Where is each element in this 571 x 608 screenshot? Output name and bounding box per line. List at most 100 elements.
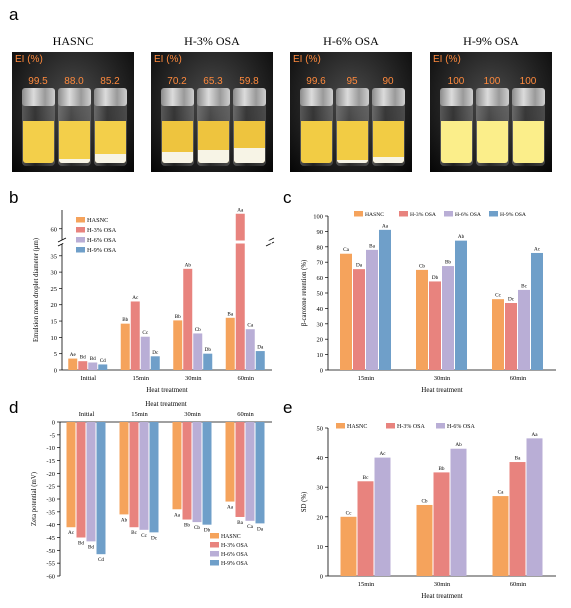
bar xyxy=(98,364,108,370)
x-tick-label: 60min xyxy=(510,375,527,382)
bar-label: Cb xyxy=(419,263,425,269)
bar-label: Ac xyxy=(379,451,386,457)
bar-label: Cb xyxy=(421,498,427,504)
emulsion-photo: EI (%) 70.2 65.3 59.8 xyxy=(151,52,273,172)
ei-value: 99.5 xyxy=(28,76,48,87)
legend-swatch xyxy=(399,211,408,217)
bar-label: Cb xyxy=(194,525,200,531)
vial xyxy=(58,88,91,166)
bar-label: Bb xyxy=(175,314,181,320)
y-axis-label: SD (%) xyxy=(301,492,308,513)
y-tick-label: 15 xyxy=(51,319,58,326)
bar xyxy=(150,356,160,370)
x-tick-label: 15min xyxy=(132,375,149,382)
bar xyxy=(96,422,106,555)
x-tick-label: 30min xyxy=(434,581,451,588)
y-tick-label: 10 xyxy=(51,335,58,342)
bar xyxy=(366,249,378,370)
x-tick-label: 30min xyxy=(434,375,451,382)
y-tick-label: -25 xyxy=(46,484,55,491)
x-tick-label: Initial xyxy=(80,375,96,382)
bar-label: Da xyxy=(356,263,363,269)
bar-label: Cc xyxy=(346,510,352,516)
bar xyxy=(203,353,213,370)
sample-title: H-6% OSA xyxy=(323,34,379,48)
bar xyxy=(416,504,433,576)
bar-label: Ab xyxy=(121,517,128,523)
bar xyxy=(416,269,428,370)
ei-label: EI (%) xyxy=(433,54,461,65)
y-tick-label: 35 xyxy=(51,253,58,260)
y-tick-label: -15 xyxy=(46,458,55,465)
x-tick-label: 60min xyxy=(237,375,254,382)
legend-label: H-9% OSA xyxy=(500,212,526,218)
bar xyxy=(193,333,203,370)
vial xyxy=(512,88,545,166)
bar-label: Cc xyxy=(495,293,501,299)
bar xyxy=(78,361,88,370)
bar xyxy=(86,422,96,542)
bar-label: Db xyxy=(204,528,211,534)
ei-value: 65.3 xyxy=(203,76,223,87)
bar xyxy=(149,422,159,533)
x-tick-label: 15min xyxy=(358,581,375,588)
x-tick-label: 60min xyxy=(237,411,254,418)
legend-swatch xyxy=(489,211,498,217)
bar xyxy=(442,266,454,370)
bar-label: Ca xyxy=(247,323,253,329)
bar xyxy=(119,422,129,515)
legend-swatch xyxy=(210,551,219,557)
vial xyxy=(22,88,55,166)
x-tick-label: Initial xyxy=(79,411,95,418)
vial xyxy=(233,88,266,166)
bar-label: Aa xyxy=(237,207,244,213)
y-tick-label: 70 xyxy=(317,260,324,267)
y-tick-label: -20 xyxy=(46,471,55,478)
sample-title: H-3% OSA xyxy=(184,34,240,48)
y-tick-label: 0 xyxy=(54,368,57,375)
y-tick-label: 0 xyxy=(320,368,323,375)
y-tick-label: 50 xyxy=(317,426,324,433)
legend-swatch xyxy=(76,217,85,223)
bar xyxy=(68,358,78,370)
bar xyxy=(192,422,202,523)
y-tick-label: 80 xyxy=(317,244,324,251)
ei-value: 100 xyxy=(519,76,537,87)
y-tick-label: -30 xyxy=(46,497,55,504)
zeta-potential-chart: 0 -5 -10 -15 -20 -25 -30 -35 -40 -45 -50 -55 -60 Heat… xyxy=(31,400,272,581)
bar xyxy=(245,329,255,370)
panel-label-b: b xyxy=(9,188,19,207)
legend-swatch xyxy=(386,423,395,429)
bar xyxy=(255,351,265,370)
ei-value: 95 xyxy=(346,76,358,87)
bar-label: Bb xyxy=(438,466,444,472)
bar xyxy=(182,422,192,520)
bar xyxy=(509,462,526,576)
bar xyxy=(531,252,543,370)
bar-label: Ab xyxy=(185,262,192,268)
bar xyxy=(353,269,365,370)
y-tick-label: 20 xyxy=(317,337,324,344)
bar xyxy=(173,320,183,370)
bar-label: Da xyxy=(257,345,264,351)
y-tick-label: 30 xyxy=(317,485,324,492)
legend-swatch xyxy=(444,211,453,217)
bar xyxy=(340,253,352,370)
panel-label-a: a xyxy=(9,5,19,24)
beta-carotene-retention-chart: 0 10 20 30 40 50 60 70 80 90 100 15min Ca Da Ba Aa 30min… xyxy=(301,211,556,394)
ei-value: 100 xyxy=(447,76,465,87)
bar xyxy=(450,448,467,576)
y-tick-label: 5 xyxy=(54,351,57,358)
bar-label: Ac xyxy=(68,530,75,536)
bar-label: Ac xyxy=(132,295,139,301)
vial xyxy=(94,88,127,166)
bar xyxy=(76,422,86,538)
y-tick-label: -60 xyxy=(46,574,55,581)
bar-label: Bd xyxy=(78,541,84,547)
bar-label: Ab xyxy=(455,442,462,448)
bar xyxy=(225,317,235,370)
y-tick-label: 10 xyxy=(317,544,324,551)
panel-label-c: c xyxy=(283,188,292,207)
ei-value: 100 xyxy=(483,76,501,87)
x-tick-label: 15min xyxy=(358,375,375,382)
